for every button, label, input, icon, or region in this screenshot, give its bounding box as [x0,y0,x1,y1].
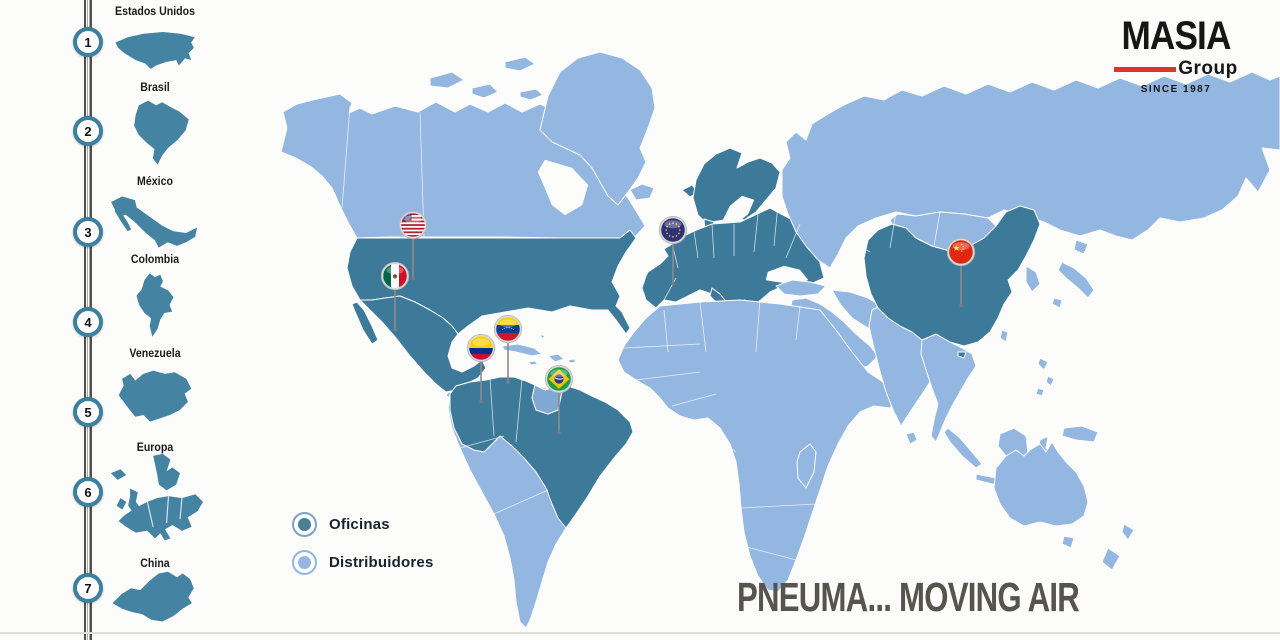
masia-group-logo: MASIA Group SINCE 1987 [1096,16,1256,95]
number-text: 5 [84,404,92,420]
map-greenland [539,51,656,206]
sidebar-number-7: 7 [73,573,103,603]
silhouette-mexico [111,196,198,248]
logo-since: SINCE 1987 [1140,84,1212,95]
silhouette-europa [110,453,204,541]
map-country-borders [341,105,941,561]
pin-colombia [466,334,496,404]
pin-mexico [380,262,410,332]
sidebar-number-1: 1 [73,27,103,57]
sidebar-number-5: 5 [73,397,103,427]
sidebar-label-china: China [140,558,170,570]
tagline: PNEUMA... MOVING AIR [737,574,1080,620]
map-legend: Oficinas Distribuidores [292,512,433,588]
map-japan [1051,239,1095,309]
logo-name: MASIA [1121,14,1231,58]
map-mexico [359,295,487,393]
pin-china [946,238,976,308]
silhouette-china [112,571,194,622]
sidebar-label-venezuela: Venezuela [129,348,181,360]
silhouette-brasil [134,100,189,165]
legend-label: Distribuidores [329,554,434,571]
number-text: 2 [84,123,92,139]
bottom-divider [0,632,1280,634]
number-text: 6 [84,484,92,500]
number-text: 3 [84,224,92,240]
legend-label: Oficinas [329,516,390,533]
sidebar-label-mexico: México [137,176,173,188]
office-marker-icon [292,512,317,537]
pin-brazil [544,365,574,435]
map-australia [993,441,1089,527]
sidebar-label-estados-unidos: Estados Unidos [115,6,195,18]
logo-red-bar [1114,66,1177,72]
number-text: 7 [84,580,92,596]
sidebar-number-3: 3 [73,217,103,247]
distributor-marker-icon [292,550,317,575]
sidebar-label-colombia: Colombia [130,254,180,266]
pin-usa [398,211,428,281]
sidebar-number-2: 2 [73,116,103,146]
silhouette-estados-unidos [115,32,195,69]
pin-europe [658,216,688,286]
number-text: 4 [84,314,92,330]
legend-item-distribuidores: Distribuidores [292,550,433,575]
sidebar-label-brasil: Brasil [140,82,170,94]
sidebar-number-4: 4 [73,307,103,337]
number-text: 1 [84,34,92,50]
logo-group: Group [1178,58,1238,79]
silhouette-venezuela [118,370,192,422]
sidebar-label-europa: Europa [136,442,174,454]
legend-item-oficinas: Oficinas [292,512,433,537]
pin-venezuela [493,315,523,385]
map-russia [781,71,1280,269]
silhouette-colombia [136,273,174,337]
sidebar-number-6: 6 [73,477,103,507]
